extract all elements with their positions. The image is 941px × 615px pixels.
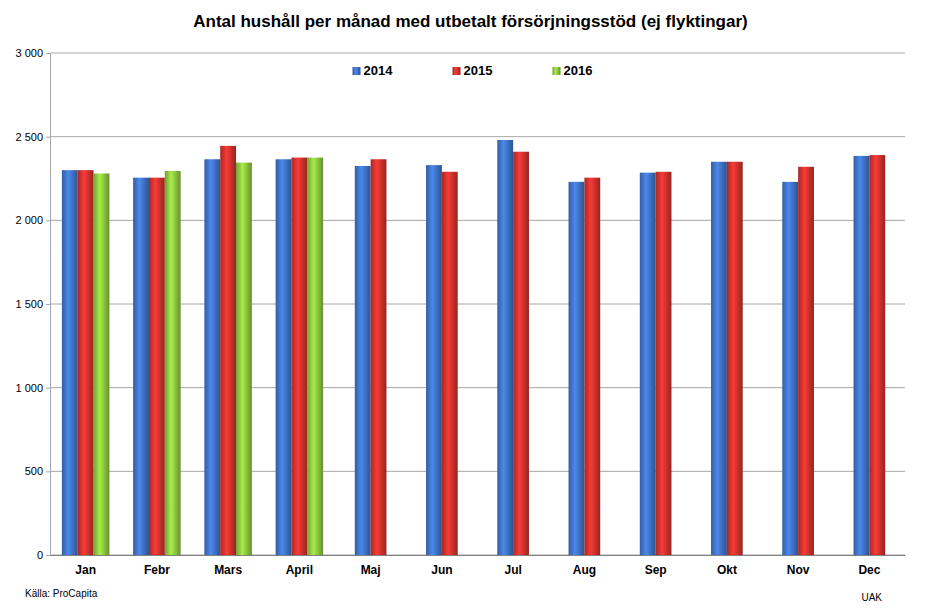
x-tick: Okt (717, 555, 737, 577)
x-tick-label: Mars (214, 563, 242, 577)
bar (133, 178, 149, 555)
bar (442, 172, 458, 555)
x-tick: Jan (75, 555, 96, 577)
y-tick-mark (46, 137, 50, 138)
y-tick-label: 500 (25, 465, 43, 477)
y-tick: 3 000 (15, 47, 50, 59)
bar (584, 178, 600, 555)
legend-label: 2015 (464, 63, 493, 78)
grid-line (50, 136, 905, 137)
y-tick-label: 2 000 (15, 214, 43, 226)
x-tick-label: Maj (361, 563, 381, 577)
y-tick: 0 (37, 549, 50, 561)
bar (78, 170, 94, 555)
x-tick: Aug (573, 555, 596, 577)
bar (711, 162, 727, 555)
legend-label: 2014 (364, 63, 394, 78)
y-tick-label: 0 (37, 549, 43, 561)
legend-label: 2016 (564, 63, 593, 78)
bar (371, 159, 387, 555)
bar (236, 163, 252, 555)
bar (276, 159, 292, 555)
x-tick: Jun (431, 555, 452, 577)
x-tick-label: Sep (645, 563, 667, 577)
x-tick-label: April (286, 563, 313, 577)
bar (656, 172, 672, 555)
bar (291, 158, 307, 555)
bar (94, 173, 110, 555)
x-tick-label: Nov (787, 563, 810, 577)
bar (782, 182, 798, 555)
bar (569, 182, 585, 555)
grid (50, 53, 905, 555)
bar (149, 178, 165, 555)
bar (220, 146, 236, 555)
bar (307, 158, 323, 555)
x-tick: Febr (144, 555, 170, 577)
x-tick: Jul (504, 555, 521, 577)
y-tick: 500 (25, 465, 50, 477)
bar (497, 140, 513, 555)
annotation: UAK (861, 592, 882, 603)
bar (869, 155, 885, 555)
x-tick: Nov (787, 555, 810, 577)
bar (640, 173, 656, 555)
grid-line (50, 53, 905, 54)
bar (426, 165, 442, 555)
legend-item: 2014 (353, 63, 394, 78)
y-tick-mark (46, 555, 50, 556)
y-tick-label: 2 500 (15, 131, 43, 143)
legend: 2014 2015 2016 (353, 63, 593, 78)
y-axis-line (46, 54, 51, 556)
bar (355, 166, 371, 555)
y-tick-mark (46, 471, 50, 472)
x-tick-label: Jun (431, 563, 452, 577)
plot-area: 0 500 1 000 1 500 2 000 2 500 3 000 Jan Febr Mars… (15, 47, 905, 577)
bar (513, 152, 529, 555)
legend-item: 2016 (553, 63, 593, 78)
x-axis-line (51, 555, 906, 556)
x-tick-label: Okt (717, 563, 737, 577)
x-tick-label: Jan (75, 563, 96, 577)
y-tick-label: 3 000 (15, 47, 43, 59)
y-tick-mark (46, 388, 50, 389)
bar (165, 171, 181, 555)
bar (204, 159, 220, 555)
legend-item: 2015 (453, 63, 493, 78)
x-tick: April (286, 555, 313, 577)
bar (854, 156, 870, 555)
x-tick-label: Jul (504, 563, 521, 577)
legend-swatch (353, 67, 361, 75)
y-tick-mark (46, 304, 50, 305)
legend-swatch (453, 67, 461, 75)
x-tick-label: Aug (573, 563, 596, 577)
x-tick: Sep (645, 555, 667, 577)
chart: Antal hushåll per månad med utbetalt för… (0, 0, 941, 615)
y-tick: 2 500 (15, 131, 50, 143)
bar (798, 167, 814, 555)
bar (727, 162, 743, 555)
x-tick-label: Febr (144, 563, 170, 577)
bars (62, 140, 885, 555)
title: Antal hushåll per månad med utbetalt för… (193, 12, 747, 31)
y-tick-mark (46, 53, 50, 54)
y-tick-mark (46, 220, 50, 221)
y-tick: 1 500 (15, 298, 50, 310)
annotation: Källa: ProCapita (25, 588, 98, 599)
y-tick: 1 000 (15, 382, 50, 394)
y-tick-label: 1 000 (15, 382, 43, 394)
x-axis: Jan Febr Mars April Maj Jun Jul Aug Sep Okt Nov Dec (51, 555, 906, 577)
y-tick-label: 1 500 (15, 298, 43, 310)
y-tick: 2 000 (15, 214, 50, 226)
y-axis: 0 500 1 000 1 500 2 000 2 500 3 000 (15, 47, 50, 561)
x-tick: Mars (214, 555, 242, 577)
x-tick: Dec (858, 555, 880, 577)
x-tick-label: Dec (858, 563, 880, 577)
bar (62, 170, 78, 555)
legend-swatch (553, 67, 561, 75)
x-tick: Maj (361, 555, 381, 577)
